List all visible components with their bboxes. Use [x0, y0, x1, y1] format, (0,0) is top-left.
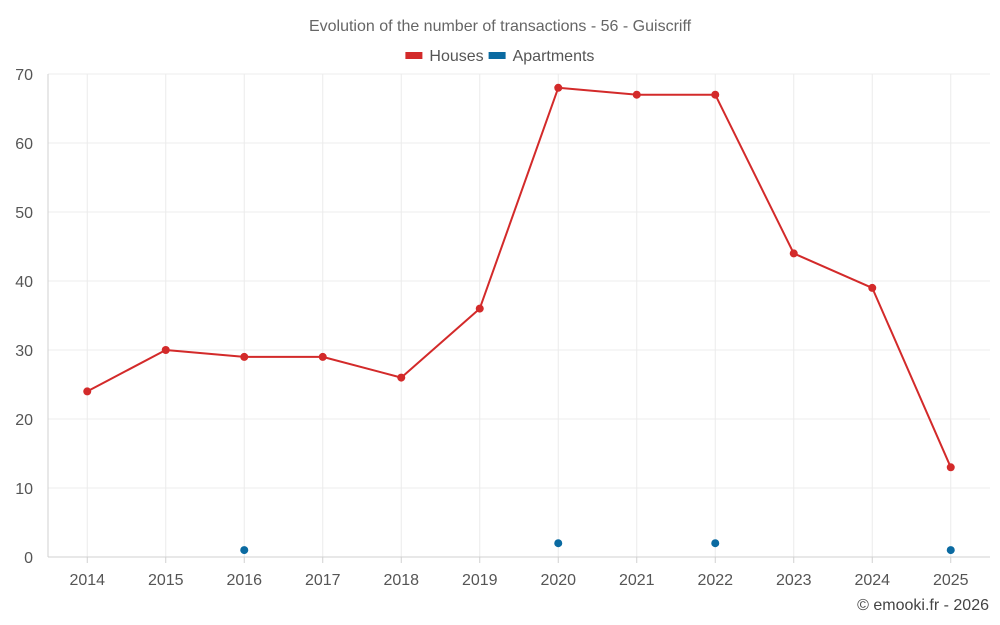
x-tick-label: 2018	[383, 572, 419, 589]
legend-label: Apartments	[513, 48, 595, 65]
x-tick-label: 2022	[697, 572, 733, 589]
x-tick-label: 2015	[148, 572, 184, 589]
data-point-houses[interactable]	[711, 90, 720, 99]
chart-legend: Houses Apartments	[405, 48, 594, 65]
x-axis: 2014 2015 2016 2017 2018 2019 2020 2021 2022 2023…	[48, 556, 990, 589]
grid-lines	[48, 73, 990, 557]
y-tick-label: 30	[15, 343, 33, 360]
series-line-houses	[86, 86, 952, 468]
legend-label: Houses	[429, 48, 483, 65]
y-axis: 0 10 20 30 40 50 60 70	[15, 67, 49, 567]
x-tick-label: 2014	[69, 572, 105, 589]
x-tick-label: 2023	[776, 572, 812, 589]
copyright-footer: © emooki.fr - 2026	[857, 597, 989, 614]
y-tick-label: 20	[15, 412, 33, 429]
x-tick-label: 2017	[305, 572, 341, 589]
x-tick-label: 2019	[462, 572, 498, 589]
data-point-houses[interactable]	[475, 304, 484, 313]
data-point-houses[interactable]	[789, 249, 798, 258]
x-tick-label: 2021	[619, 572, 655, 589]
x-tick-label: 2024	[854, 572, 890, 589]
series-group	[83, 83, 955, 555]
x-tick-label: 2025	[933, 572, 969, 589]
data-point-apartments[interactable]	[554, 539, 563, 548]
data-point-houses[interactable]	[632, 90, 641, 99]
x-tick-label: 2016	[226, 572, 262, 589]
data-point-houses[interactable]	[868, 283, 877, 292]
data-point-apartments[interactable]	[240, 546, 249, 555]
data-point-houses[interactable]	[397, 373, 406, 382]
y-tick-label: 50	[15, 205, 33, 222]
chart-title: Evolution of the number of transactions …	[309, 18, 692, 35]
legend-swatch	[405, 52, 423, 59]
data-point-apartments[interactable]	[946, 546, 955, 555]
y-tick-label: 70	[15, 67, 33, 84]
legend-item-apartments[interactable]: Apartments	[488, 48, 595, 65]
legend-item-houses[interactable]: Houses	[405, 48, 484, 65]
data-point-houses[interactable]	[318, 352, 327, 361]
y-tick-label: 60	[15, 136, 33, 153]
data-point-houses[interactable]	[554, 83, 563, 92]
data-point-houses[interactable]	[240, 352, 249, 361]
data-point-apartments[interactable]	[711, 539, 720, 548]
y-tick-label: 10	[15, 481, 33, 498]
data-point-houses[interactable]	[161, 346, 170, 354]
legend-swatch	[488, 52, 506, 59]
data-point-houses[interactable]	[946, 463, 955, 472]
y-tick-label: 0	[24, 550, 33, 567]
data-point-houses[interactable]	[83, 387, 92, 396]
x-tick-label: 2020	[540, 572, 576, 589]
y-tick-label: 40	[15, 274, 33, 291]
